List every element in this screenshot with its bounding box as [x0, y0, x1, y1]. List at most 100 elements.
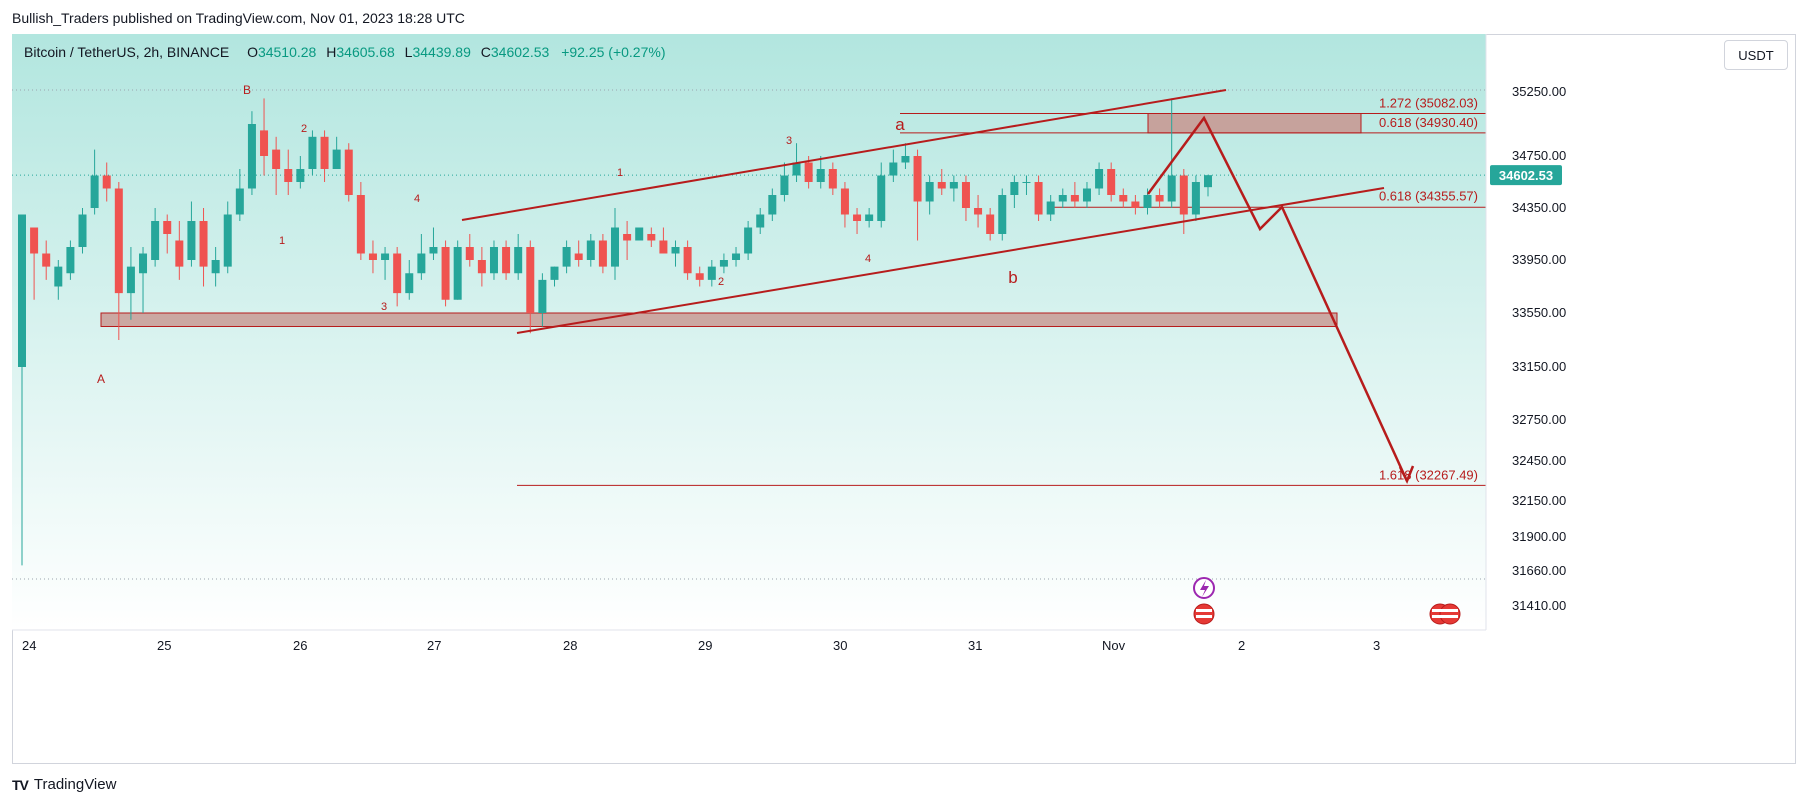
time-tick-label: 31 [968, 638, 982, 653]
candle-body [828, 169, 837, 189]
candle-body [429, 247, 438, 254]
candle-body [393, 253, 402, 294]
candle-body [901, 156, 910, 163]
us-flag-stripe [1196, 615, 1212, 618]
candle-body [1155, 195, 1164, 202]
symbol-name[interactable]: Bitcoin / TetherUS, 2h, BINANCE [24, 44, 230, 60]
ohlc-legend: Bitcoin / TetherUS, 2h, BINANCE O34510.2… [24, 44, 665, 60]
candle-body [114, 188, 123, 294]
fib-zone-upper [1147, 113, 1362, 134]
candle-body [199, 221, 208, 267]
us-flag-icon [1193, 603, 1215, 625]
candle-body [1204, 175, 1212, 188]
candle-body [1058, 195, 1067, 202]
candle-body [1143, 195, 1152, 208]
current-price-tag [1490, 165, 1562, 186]
candle-body [1179, 175, 1188, 215]
wave-label: a [895, 115, 905, 134]
candle-body [272, 149, 281, 169]
price-chart[interactable]: 1.272 (35082.03) 0.618 (34930.40) 0.618 (3… [12, 34, 1796, 764]
candle-body [889, 162, 898, 176]
wave-label: 3 [786, 135, 792, 147]
us-flag-stripe [1196, 609, 1212, 612]
candle-body [998, 195, 1007, 234]
time-tick-label: Nov [1102, 638, 1126, 653]
price-tick-label: 34350.00 [1512, 200, 1566, 215]
price-tick-label: 31660.00 [1512, 563, 1566, 578]
candle-body [1070, 195, 1079, 202]
candle-body [223, 214, 232, 267]
candle-body [1131, 201, 1140, 208]
projection-path [1146, 115, 1409, 482]
price-tick-label: 31900.00 [1512, 529, 1566, 544]
candle-body [949, 182, 958, 189]
fib-level-label: 1.272 (35082.03) [1379, 96, 1478, 111]
brand-name: TradingView [33, 776, 117, 793]
candle-body [1167, 175, 1176, 202]
candle-body [780, 175, 789, 195]
us-flag-icon [1439, 603, 1461, 625]
currency-unit-button[interactable]: USDT [1724, 40, 1788, 70]
candle-body [768, 195, 777, 215]
candle-body [562, 247, 571, 267]
candle-body [853, 214, 862, 221]
lightning-glyph [1200, 580, 1209, 597]
projection-arrowhead [1398, 465, 1415, 485]
candle-body [792, 162, 801, 176]
publisher-caption: Bullish_Traders published on TradingView… [12, 10, 465, 26]
open-value: 34510.28 [257, 44, 317, 60]
candles [18, 98, 1212, 566]
us-flag-stripe [1432, 615, 1458, 618]
candle-body [865, 214, 874, 221]
candle-body [405, 273, 414, 294]
candle-body [635, 227, 644, 241]
candle-body [683, 247, 692, 274]
price-tick-label: 35250.00 [1512, 84, 1566, 99]
candle-body [332, 149, 341, 169]
candle-body [502, 247, 511, 274]
candle-body [840, 188, 849, 215]
candle-body [732, 253, 741, 260]
wave-label: 2 [718, 276, 724, 288]
us-flag-stripe [1432, 609, 1458, 612]
candle-body [78, 214, 87, 247]
time-tick-label: 24 [22, 638, 36, 653]
candle-body [1107, 169, 1116, 195]
low-label: L [404, 44, 413, 60]
candle-body [417, 253, 426, 274]
candle-body [66, 247, 75, 274]
candle-body [187, 221, 196, 260]
candle-body [611, 227, 619, 267]
candle-body [1010, 182, 1019, 195]
high-label: H [326, 44, 337, 60]
candle-body [877, 175, 886, 221]
candle-body [744, 227, 753, 254]
change-value: +92.25 (+0.27%) [561, 44, 666, 60]
candle-body [598, 240, 607, 267]
candle-body [453, 247, 462, 300]
time-tick-label: 2 [1238, 638, 1245, 653]
candle-body [18, 214, 26, 367]
candle-body [925, 182, 934, 202]
time-axis: 24 25 26 27 28 29 30 31 Nov 2 3 [12, 629, 1486, 653]
price-tick-label: 32750.00 [1512, 412, 1566, 427]
candle-body [707, 266, 716, 280]
wave-label: B [243, 83, 251, 97]
candle-body [151, 221, 160, 260]
open-label: O [247, 44, 258, 60]
candle-body [126, 266, 135, 294]
price-tick-label: 33950.00 [1512, 252, 1566, 267]
candle-body [586, 240, 595, 260]
time-tick-label: 25 [157, 638, 171, 653]
candle-body [247, 124, 256, 189]
close-label: C [480, 44, 491, 60]
candle-body [344, 149, 353, 195]
candle-body [284, 169, 293, 182]
footer-brand: TV TradingView [12, 776, 116, 793]
candle-body [102, 175, 111, 189]
candle-body [175, 240, 184, 267]
close-value: 34602.53 [490, 44, 550, 60]
current-price-label: 34602.53 [1499, 168, 1553, 183]
time-tick-label: 27 [427, 638, 441, 653]
candle-body [695, 273, 704, 280]
